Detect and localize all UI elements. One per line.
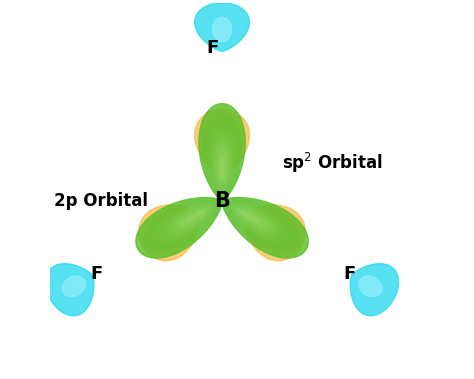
Ellipse shape [212, 17, 232, 42]
Polygon shape [202, 113, 242, 201]
Polygon shape [222, 197, 308, 258]
Polygon shape [195, 3, 249, 51]
Polygon shape [178, 210, 206, 227]
Polygon shape [227, 202, 288, 244]
Polygon shape [206, 121, 238, 197]
Text: sp$^2$ Orbital: sp$^2$ Orbital [282, 151, 383, 175]
Polygon shape [239, 211, 263, 225]
Polygon shape [216, 146, 228, 185]
Polygon shape [174, 208, 208, 230]
Polygon shape [209, 130, 235, 193]
Polygon shape [217, 150, 227, 183]
Polygon shape [210, 133, 234, 191]
Ellipse shape [212, 121, 232, 157]
Polygon shape [219, 154, 225, 180]
Ellipse shape [259, 219, 292, 244]
Text: F: F [343, 265, 355, 282]
Polygon shape [229, 204, 285, 241]
Polygon shape [220, 158, 224, 179]
Polygon shape [212, 138, 232, 189]
Polygon shape [139, 205, 200, 261]
Polygon shape [163, 205, 213, 238]
Polygon shape [46, 264, 94, 316]
Polygon shape [181, 211, 205, 225]
Polygon shape [241, 212, 259, 222]
Polygon shape [350, 264, 399, 316]
Ellipse shape [359, 276, 382, 296]
Polygon shape [214, 142, 230, 186]
Polygon shape [233, 206, 277, 235]
Polygon shape [224, 200, 296, 249]
Polygon shape [159, 204, 215, 241]
Polygon shape [222, 198, 300, 252]
Text: F: F [91, 265, 103, 282]
Text: 2p Orbital: 2p Orbital [54, 192, 148, 210]
Polygon shape [204, 117, 240, 199]
Polygon shape [236, 208, 270, 230]
Polygon shape [155, 202, 217, 244]
Polygon shape [231, 205, 281, 238]
Text: B: B [214, 191, 230, 211]
Polygon shape [199, 103, 245, 201]
Polygon shape [136, 197, 222, 258]
Polygon shape [226, 201, 292, 246]
Polygon shape [167, 206, 211, 235]
Polygon shape [170, 207, 210, 233]
Ellipse shape [62, 276, 85, 296]
Polygon shape [145, 198, 222, 252]
Text: F: F [207, 39, 219, 56]
Polygon shape [234, 207, 274, 233]
Polygon shape [152, 201, 219, 246]
Polygon shape [148, 200, 220, 249]
Polygon shape [207, 125, 237, 195]
Polygon shape [238, 210, 266, 227]
Polygon shape [185, 212, 203, 222]
Polygon shape [195, 109, 249, 175]
Polygon shape [244, 205, 305, 261]
Ellipse shape [152, 219, 185, 244]
